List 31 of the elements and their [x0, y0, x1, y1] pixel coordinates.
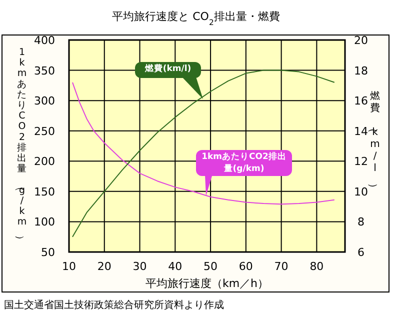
y-tick-label: 300: [34, 94, 55, 108]
y-tick-label: 200: [34, 155, 55, 168]
y2-tick-label: 14: [354, 124, 368, 138]
x-tick-label: 60: [238, 260, 253, 273]
x-tick-label: 20: [97, 260, 112, 273]
y2-tick-label: 16: [354, 94, 368, 108]
y2-tick-label: 6: [358, 246, 364, 259]
y2-tick-label: 18: [354, 64, 368, 78]
x-tick-label: 40: [168, 260, 182, 273]
y2-tick-label: 20: [354, 34, 368, 47]
text: 燃費(km/l): [137, 63, 199, 75]
chart-title: 平均旅行速度と CO$_{2}$排出量・燃費: [112, 10, 280, 26]
text: 国土交通省国土技術政策総合研究所資料より作成: [4, 299, 224, 311]
y-tick-label: 50: [41, 246, 55, 259]
text: 1kmあたりCO2排出量(g/km): [198, 151, 290, 175]
y-tick-label: 400: [34, 34, 55, 47]
y-tick-label: 250: [34, 124, 55, 138]
y2-tick-label: 10: [354, 185, 368, 198]
x-tick-label: 70: [274, 260, 288, 273]
y2-tick-label: 12: [354, 155, 368, 168]
y2-axis-title: 燃費（km/l）: [367, 91, 380, 193]
y2-tick-label: 8: [358, 216, 364, 229]
x-tick-label: 10: [62, 260, 76, 273]
y-tick-label: 150: [34, 185, 55, 198]
x-tick-label: 80: [310, 260, 324, 273]
x-tick-label: 50: [204, 260, 218, 273]
x-tick-label: 30: [132, 260, 147, 273]
y-tick-label: 350: [34, 64, 55, 78]
x-axis-title: 平均旅行速度（km／h）: [145, 277, 269, 290]
line-series: [72, 82, 335, 205]
y-tick-label: 100: [34, 216, 55, 229]
